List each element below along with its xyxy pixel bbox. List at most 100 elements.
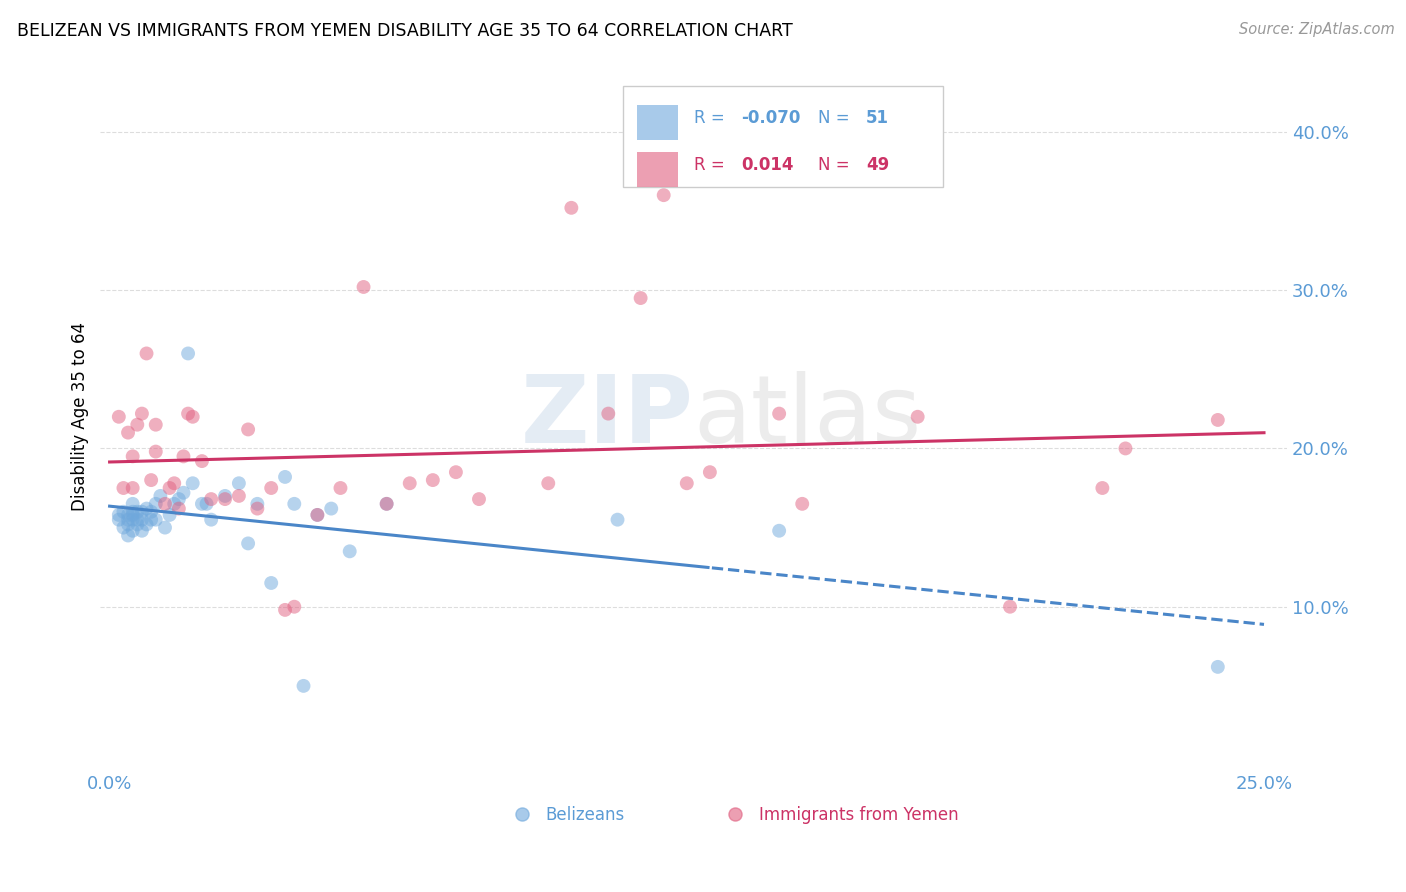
Point — [177, 407, 200, 421]
Point — [228, 489, 250, 503]
Point — [117, 508, 139, 522]
Point — [1206, 413, 1229, 427]
Y-axis label: Disability Age 35 to 64: Disability Age 35 to 64 — [72, 322, 89, 511]
Point — [228, 476, 250, 491]
Point — [321, 501, 343, 516]
Point — [153, 520, 176, 534]
Point — [112, 505, 135, 519]
Point — [167, 501, 190, 516]
Text: 49: 49 — [866, 156, 889, 174]
Point — [200, 513, 222, 527]
Point — [121, 481, 143, 495]
Point — [792, 497, 814, 511]
Point — [108, 409, 131, 424]
Point — [652, 188, 675, 202]
Text: 51: 51 — [866, 109, 889, 128]
Point — [292, 679, 315, 693]
Point — [260, 576, 283, 591]
Point — [112, 481, 135, 495]
Text: Belizeans: Belizeans — [546, 806, 624, 824]
Text: N =: N = — [818, 109, 855, 128]
Point — [236, 422, 259, 436]
Point — [214, 489, 236, 503]
Point — [141, 505, 163, 519]
Point — [117, 517, 139, 532]
Point — [108, 508, 131, 522]
Point — [108, 513, 131, 527]
Point — [1114, 442, 1136, 456]
Point — [159, 508, 181, 522]
Point — [329, 481, 352, 495]
Point — [675, 476, 697, 491]
Point — [153, 497, 176, 511]
Text: R =: R = — [693, 109, 730, 128]
Text: -0.070: -0.070 — [741, 109, 800, 128]
Point — [127, 513, 149, 527]
Point — [283, 497, 305, 511]
Point — [907, 409, 929, 424]
Point — [630, 291, 652, 305]
Point — [121, 508, 143, 522]
Point — [145, 513, 167, 527]
Point — [191, 497, 214, 511]
Point — [167, 492, 190, 507]
Point — [141, 513, 163, 527]
Point — [117, 513, 139, 527]
Point — [353, 280, 375, 294]
Point — [998, 599, 1021, 614]
Point — [131, 513, 153, 527]
Point — [163, 476, 186, 491]
Point — [131, 407, 153, 421]
Text: Immigrants from Yemen: Immigrants from Yemen — [759, 806, 959, 824]
Point — [260, 481, 283, 495]
Point — [135, 346, 157, 360]
Point — [121, 497, 143, 511]
Point — [375, 497, 398, 511]
Point — [121, 513, 143, 527]
Point — [200, 492, 222, 507]
Point — [560, 201, 582, 215]
Point — [145, 417, 167, 432]
Point — [163, 497, 186, 511]
Text: Source: ZipAtlas.com: Source: ZipAtlas.com — [1239, 22, 1395, 37]
Point — [195, 497, 218, 511]
Point — [145, 444, 167, 458]
Point — [236, 536, 259, 550]
Point — [606, 513, 628, 527]
Point — [127, 505, 149, 519]
Point — [444, 465, 467, 479]
Point — [117, 425, 139, 440]
Point — [131, 505, 153, 519]
Point — [274, 603, 297, 617]
Point — [121, 505, 143, 519]
Bar — [637, 105, 678, 140]
Point — [598, 407, 620, 421]
Point — [127, 517, 149, 532]
FancyBboxPatch shape — [623, 86, 943, 187]
Point — [699, 465, 721, 479]
Point — [422, 473, 444, 487]
Point — [181, 409, 204, 424]
Point — [246, 497, 269, 511]
Point — [307, 508, 329, 522]
Point — [141, 473, 163, 487]
Point — [172, 450, 194, 464]
Point — [375, 497, 398, 511]
Point — [117, 528, 139, 542]
Point — [1206, 660, 1229, 674]
Point — [768, 524, 790, 538]
Point — [127, 417, 149, 432]
Point — [283, 599, 305, 614]
Point — [121, 450, 143, 464]
Point — [191, 454, 214, 468]
Point — [177, 346, 200, 360]
Point — [145, 497, 167, 511]
Point — [135, 517, 157, 532]
Text: atlas: atlas — [693, 371, 922, 463]
Point — [181, 476, 204, 491]
Point — [121, 524, 143, 538]
Point — [537, 476, 560, 491]
Text: N =: N = — [818, 156, 855, 174]
Text: BELIZEAN VS IMMIGRANTS FROM YEMEN DISABILITY AGE 35 TO 64 CORRELATION CHART: BELIZEAN VS IMMIGRANTS FROM YEMEN DISABI… — [17, 22, 793, 40]
Bar — [637, 153, 678, 187]
